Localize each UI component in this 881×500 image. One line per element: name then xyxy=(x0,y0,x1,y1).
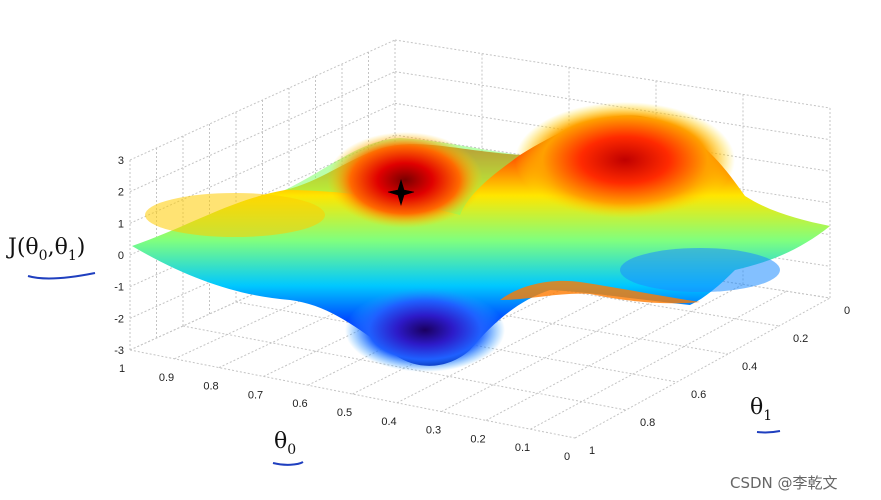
right-valley xyxy=(620,248,780,292)
x-tick-label: 0.4 xyxy=(381,416,396,428)
x-tick-label: 0.9 xyxy=(159,372,174,384)
x-axis-underline xyxy=(272,461,304,466)
z-tick-label: -2 xyxy=(114,313,124,325)
x-axis-ticks: 1 0.9 0.8 0.7 0.6 0.5 0.4 0.3 0.2 0.1 0 xyxy=(119,363,570,463)
y-tick-label: 0.2 xyxy=(793,333,808,345)
star-marker-icon xyxy=(387,178,415,207)
x-tick-label: 0.1 xyxy=(515,442,530,454)
grid-line xyxy=(394,39,831,109)
left-ridge xyxy=(145,193,325,237)
z-tick-label: 0 xyxy=(118,250,124,262)
y-tick-label: 0.8 xyxy=(640,417,655,429)
right-peak xyxy=(515,102,735,218)
cost-surface xyxy=(132,102,830,372)
z-tick-label: -3 xyxy=(114,345,124,357)
grid-line xyxy=(129,71,396,193)
z-tick-label: 1 xyxy=(118,218,124,230)
z-axis-ticks: 3 2 1 0 -1 -2 -3 xyxy=(114,155,124,357)
y-axis-underline xyxy=(756,430,781,434)
x-axis-title: θ0 xyxy=(274,429,296,458)
watermark: CSDN @李乾文 xyxy=(730,474,838,492)
z-axis-underline xyxy=(27,272,96,280)
z-axis-title: J(θ0,θ1) xyxy=(6,235,85,264)
x-tick-label: 0.7 xyxy=(248,389,263,401)
y-tick-label: 0.6 xyxy=(691,389,706,401)
center-pit xyxy=(345,288,505,372)
y-axis-ticks: 0 0.2 0.4 0.6 0.8 1 xyxy=(589,305,850,457)
grid-line xyxy=(396,270,657,404)
z-tick-label: 3 xyxy=(118,155,124,167)
x-tick-label: 1 xyxy=(119,363,125,375)
y-tick-label: 0.4 xyxy=(742,361,757,373)
left-peak xyxy=(327,132,483,228)
y-tick-label: 1 xyxy=(589,445,595,457)
x-tick-label: 0.6 xyxy=(292,398,307,410)
y-tick-label: 0 xyxy=(844,305,850,317)
x-tick-label: 0.2 xyxy=(470,433,485,445)
grid-line xyxy=(485,283,744,421)
x-tick-label: 0.8 xyxy=(203,381,218,393)
grid-line xyxy=(574,297,831,439)
grid-line xyxy=(530,290,787,430)
x-tick-label: 0.3 xyxy=(426,425,441,437)
x-tick-label: 0 xyxy=(564,451,570,463)
x-tick-label: 0.5 xyxy=(337,407,352,419)
y-axis-title: θ1 xyxy=(750,395,772,424)
z-tick-label: -1 xyxy=(114,282,124,294)
fold-underside xyxy=(500,280,700,304)
z-tick-label: 2 xyxy=(118,187,124,199)
grid-line xyxy=(441,277,700,413)
